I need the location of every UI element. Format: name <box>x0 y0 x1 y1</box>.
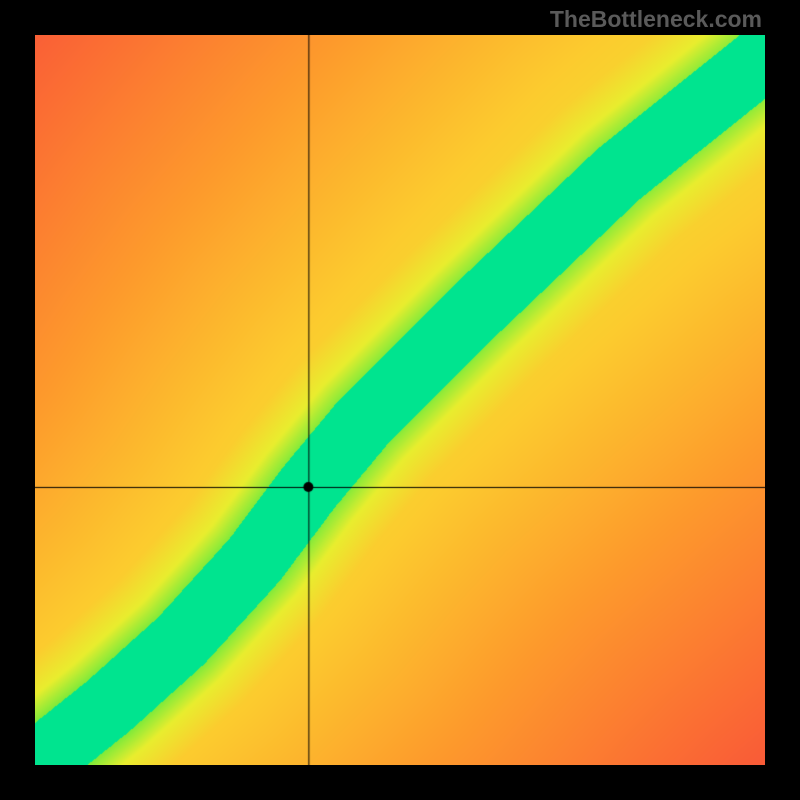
heatmap-plot <box>35 35 765 765</box>
heatmap-canvas <box>35 35 765 765</box>
watermark-text: TheBottleneck.com <box>550 6 762 33</box>
chart-container: TheBottleneck.com <box>0 0 800 800</box>
